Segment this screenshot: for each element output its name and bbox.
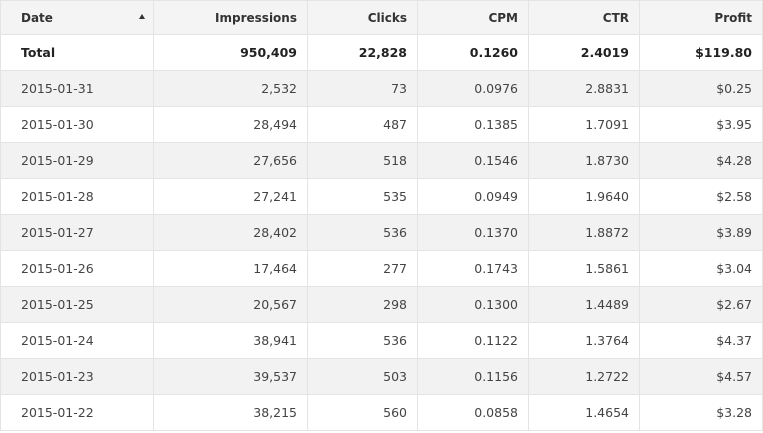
cell-clicks: 560 [307,394,418,431]
column-header-cpm[interactable]: CPM [417,0,529,35]
cell-profit: $4.28 [639,142,763,179]
column-header-date[interactable]: Date [0,0,154,35]
total-ctr: 2.4019 [528,34,640,71]
cell-clicks: 535 [307,178,418,215]
cell-cpm: 0.1743 [417,250,529,287]
table-row: 2015-01-23 39,537 503 0.1156 1.2722 $4.5… [0,358,763,395]
cell-date: 2015-01-27 [0,214,154,251]
cell-ctr: 1.5861 [528,250,640,287]
cell-impressions: 38,215 [153,394,308,431]
cell-cpm: 0.0949 [417,178,529,215]
cell-impressions: 27,656 [153,142,308,179]
cell-cpm: 0.1156 [417,358,529,395]
table-row: 2015-01-27 28,402 536 0.1370 1.8872 $3.8… [0,214,763,251]
cell-ctr: 1.4489 [528,286,640,323]
cell-clicks: 503 [307,358,418,395]
cell-cpm: 0.0858 [417,394,529,431]
cell-ctr: 1.9640 [528,178,640,215]
total-cpm: 0.1260 [417,34,529,71]
table-row: 2015-01-31 2,532 73 0.0976 2.8831 $0.25 [0,70,763,107]
cell-cpm: 0.1122 [417,322,529,359]
cell-impressions: 28,402 [153,214,308,251]
total-row: Total 950,409 22,828 0.1260 2.4019 $119.… [0,34,763,71]
column-header-impressions[interactable]: Impressions [153,0,308,35]
total-label: Total [0,34,154,71]
column-header-profit-label: Profit [714,10,752,25]
cell-date: 2015-01-25 [0,286,154,323]
sort-ascending-icon [139,14,145,19]
column-header-clicks-label: Clicks [367,10,407,25]
cell-profit: $3.28 [639,394,763,431]
cell-profit: $2.58 [639,178,763,215]
total-clicks: 22,828 [307,34,418,71]
table-row: 2015-01-25 20,567 298 0.1300 1.4489 $2.6… [0,286,763,323]
cell-profit: $4.37 [639,322,763,359]
table-body: Total 950,409 22,828 0.1260 2.4019 $119.… [0,34,763,431]
cell-clicks: 298 [307,286,418,323]
table-row: 2015-01-30 28,494 487 0.1385 1.7091 $3.9… [0,106,763,143]
table-row: 2015-01-29 27,656 518 0.1546 1.8730 $4.2… [0,142,763,179]
cell-cpm: 0.1546 [417,142,529,179]
cell-ctr: 1.4654 [528,394,640,431]
table-row: 2015-01-26 17,464 277 0.1743 1.5861 $3.0… [0,250,763,287]
cell-date: 2015-01-30 [0,106,154,143]
cell-impressions: 39,537 [153,358,308,395]
cell-ctr: 1.7091 [528,106,640,143]
total-profit: $119.80 [639,34,763,71]
cell-profit: $0.25 [639,70,763,107]
cell-impressions: 38,941 [153,322,308,359]
cell-clicks: 277 [307,250,418,287]
cell-date: 2015-01-26 [0,250,154,287]
cell-ctr: 1.8872 [528,214,640,251]
cell-clicks: 487 [307,106,418,143]
table-row: 2015-01-22 38,215 560 0.0858 1.4654 $3.2… [0,394,763,431]
column-header-ctr[interactable]: CTR [528,0,640,35]
cell-impressions: 17,464 [153,250,308,287]
cell-clicks: 536 [307,322,418,359]
cell-date: 2015-01-28 [0,178,154,215]
cell-ctr: 1.8730 [528,142,640,179]
column-header-clicks[interactable]: Clicks [307,0,418,35]
cell-cpm: 0.1300 [417,286,529,323]
cell-impressions: 28,494 [153,106,308,143]
cell-date: 2015-01-31 [0,70,154,107]
cell-impressions: 20,567 [153,286,308,323]
cell-ctr: 2.8831 [528,70,640,107]
header-row: Date Impressions Clicks CPM CTR Profit [0,0,763,35]
cell-ctr: 1.3764 [528,322,640,359]
column-header-impressions-label: Impressions [215,10,297,25]
cell-profit: $4.57 [639,358,763,395]
cell-profit: $3.95 [639,106,763,143]
cell-cpm: 0.1385 [417,106,529,143]
cell-date: 2015-01-29 [0,142,154,179]
cell-impressions: 27,241 [153,178,308,215]
cell-date: 2015-01-23 [0,358,154,395]
table-header: Date Impressions Clicks CPM CTR Profit [0,0,763,35]
column-header-date-label: Date [21,10,53,25]
cell-profit: $2.67 [639,286,763,323]
cell-date: 2015-01-22 [0,394,154,431]
cell-ctr: 1.2722 [528,358,640,395]
column-header-cpm-label: CPM [488,10,518,25]
cell-cpm: 0.1370 [417,214,529,251]
total-impressions: 950,409 [153,34,308,71]
cell-clicks: 536 [307,214,418,251]
cell-clicks: 518 [307,142,418,179]
cell-date: 2015-01-24 [0,322,154,359]
cell-profit: $3.89 [639,214,763,251]
cell-cpm: 0.0976 [417,70,529,107]
column-header-profit[interactable]: Profit [639,0,763,35]
column-header-ctr-label: CTR [602,10,629,25]
cell-impressions: 2,532 [153,70,308,107]
table-row: 2015-01-28 27,241 535 0.0949 1.9640 $2.5… [0,178,763,215]
cell-profit: $3.04 [639,250,763,287]
table-row: 2015-01-24 38,941 536 0.1122 1.3764 $4.3… [0,322,763,359]
cell-clicks: 73 [307,70,418,107]
